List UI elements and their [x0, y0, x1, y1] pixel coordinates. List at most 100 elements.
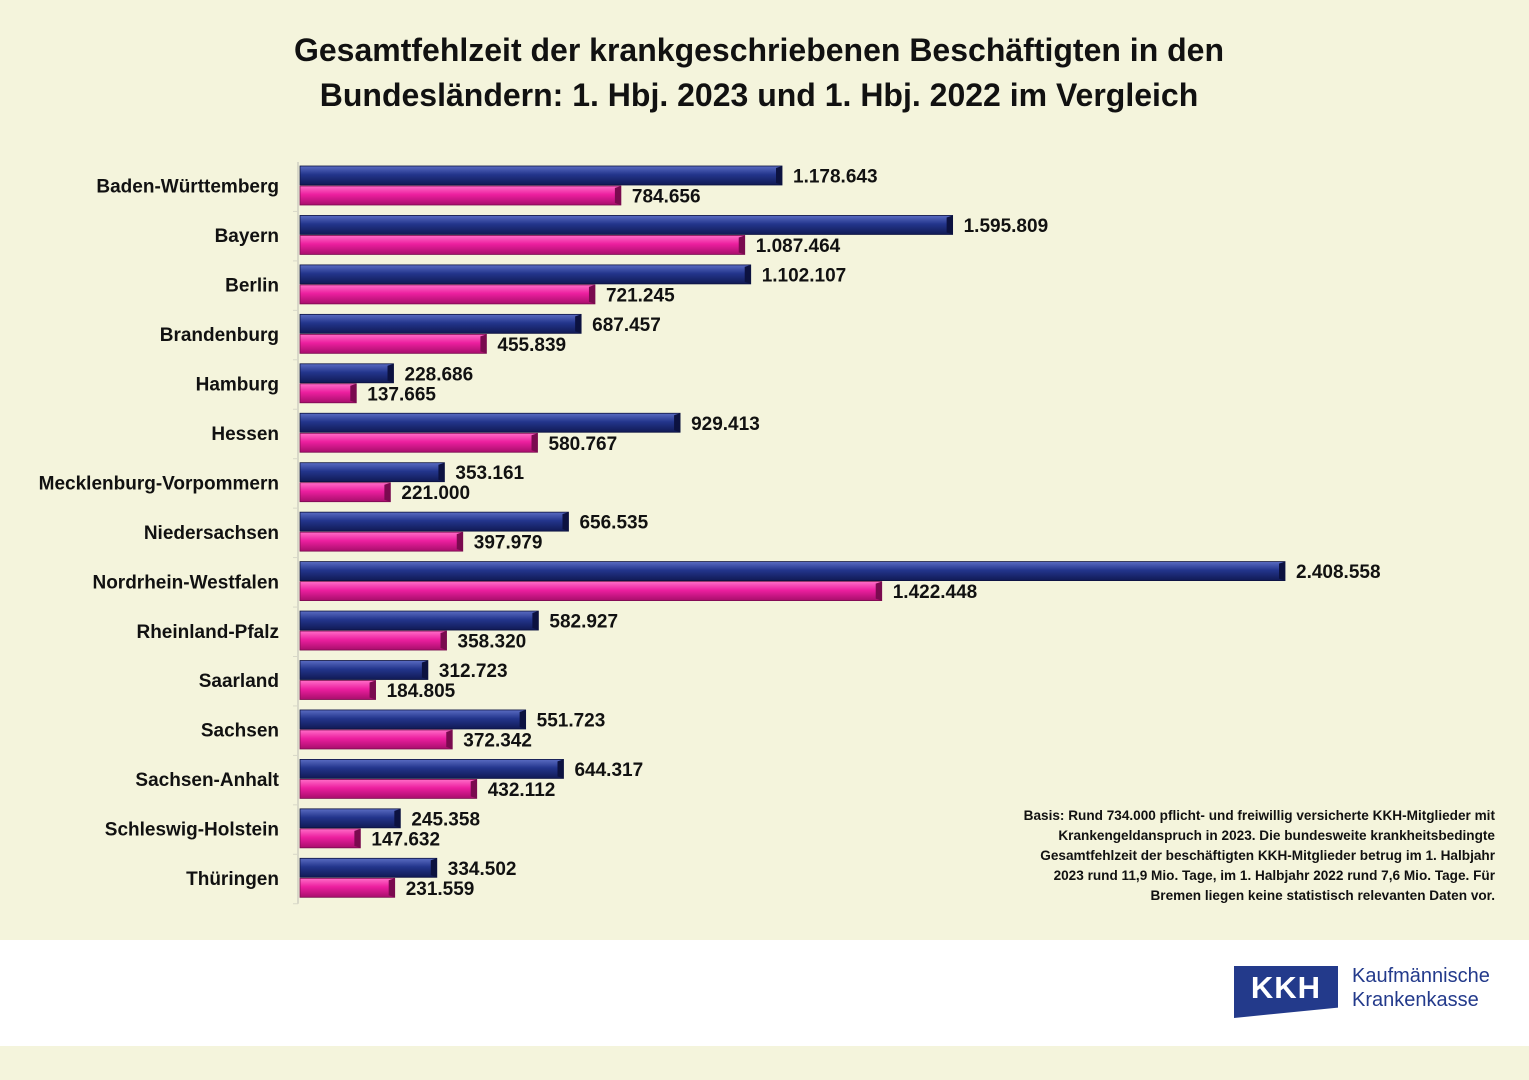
footnote-line: Basis: Rund 734.000 pflicht- und freiwil… — [1023, 808, 1495, 823]
bar-end-cap — [875, 581, 882, 601]
category-label: Berlin — [225, 276, 279, 297]
category-label: Schleswig-Holstein — [105, 820, 279, 841]
category-label: Thüringen — [186, 869, 279, 890]
data-label: 1.595.809 — [964, 216, 1049, 237]
bar-2022 — [299, 630, 447, 651]
bar-2023 — [299, 561, 1286, 581]
category-label: Bayern — [215, 226, 279, 247]
data-label: 721.245 — [606, 285, 675, 306]
data-label: 551.723 — [537, 710, 606, 731]
bar-end-cap — [519, 709, 526, 729]
data-label: 137.665 — [367, 384, 436, 405]
bar-end-cap — [614, 186, 621, 205]
bar-2023 — [299, 264, 752, 285]
data-label: 1.422.448 — [893, 582, 978, 603]
bar-2023 — [299, 313, 582, 334]
kkh-logo-badge: KKH — [1234, 966, 1338, 1018]
data-label: 432.112 — [488, 780, 556, 801]
category-label: Hessen — [211, 424, 279, 445]
data-label: 231.559 — [406, 879, 475, 900]
category-label: Sachsen-Anhalt — [135, 770, 279, 791]
bar-2023 — [299, 462, 445, 483]
category-label: Sachsen — [201, 721, 279, 742]
bar-end-cap — [354, 828, 361, 848]
bar-end-cap — [394, 808, 401, 828]
data-label: 372.342 — [463, 730, 532, 751]
chart-title: Gesamtfehlzeit der krankgeschriebenen Be… — [0, 28, 1518, 118]
bar-2022 — [299, 877, 396, 898]
data-label: 644.317 — [574, 760, 643, 781]
bar-end-cap — [738, 235, 745, 255]
bar-2023 — [299, 660, 429, 680]
bar-2022 — [299, 284, 596, 305]
bar-2023 — [299, 759, 564, 779]
data-label: 1.102.107 — [762, 265, 847, 286]
category-label: Brandenburg — [160, 325, 279, 346]
bar-2022 — [299, 383, 357, 404]
category-label: Baden-Württemberg — [96, 177, 279, 198]
bar-2023 — [299, 165, 783, 186]
chart-title-line-2: Bundesländern: 1. Hbj. 2023 und 1. Hbj. … — [319, 77, 1199, 113]
bar-2023 — [299, 215, 954, 235]
kkh-logo-line-2: Krankenkasse — [1352, 989, 1479, 1011]
bar-end-cap — [776, 166, 783, 185]
data-label: 1.178.643 — [793, 167, 878, 188]
chart-title-line-1: Gesamtfehlzeit der krankgeschriebenen Be… — [293, 32, 1225, 68]
bar-end-cap — [532, 611, 539, 631]
bar-2023 — [299, 412, 681, 433]
data-label: 353.161 — [455, 463, 524, 484]
kkh-logo: KKH Kaufmännische Krankenkasse — [1234, 962, 1514, 1022]
bar-2023 — [299, 709, 527, 730]
bar-end-cap — [557, 759, 564, 779]
data-label: 334.502 — [448, 859, 517, 880]
bar-end-cap — [562, 512, 569, 532]
category-label: Nordrhein-Westfalen — [92, 572, 279, 593]
footnote-line: Bremen liegen keine statistisch relevant… — [1150, 888, 1495, 903]
chart-panel — [0, 0, 1529, 940]
bar-2022 — [299, 581, 883, 601]
bar-end-cap — [387, 363, 394, 383]
data-label: 358.320 — [458, 632, 527, 653]
bar-end-cap — [388, 878, 395, 898]
bar-2022 — [299, 432, 538, 453]
bar-end-cap — [674, 413, 681, 433]
category-label: Rheinland-Pfalz — [136, 622, 279, 643]
footnote: Basis: Rund 734.000 pflicht- und freiwil… — [900, 806, 1495, 906]
data-label: 1.087.464 — [756, 236, 841, 257]
bar-end-cap — [456, 532, 463, 552]
bar-2023 — [299, 610, 539, 631]
bar-2022 — [299, 531, 464, 552]
data-label: 184.805 — [387, 681, 456, 702]
bar-2023 — [299, 808, 401, 829]
bar-chart: Baden-Württemberg 1.178.643 784.656 Bayern 1… — [39, 162, 1381, 905]
category-label: Niedersachsen — [144, 523, 279, 544]
bar-2023 — [299, 363, 394, 384]
bar-end-cap — [744, 264, 751, 284]
bar-2023 — [299, 857, 438, 878]
kkh-logo-badge-text: KKH — [1250, 970, 1322, 1005]
kkh-logo-line-1: Kaufmännische — [1352, 965, 1490, 987]
data-label: 228.686 — [405, 364, 474, 385]
bar-2022 — [299, 185, 622, 206]
data-label: 2.408.558 — [1296, 562, 1381, 583]
category-label: Hamburg — [196, 375, 279, 396]
bar-end-cap — [350, 383, 357, 403]
data-label: 221.000 — [401, 483, 470, 504]
data-label: 929.413 — [691, 414, 760, 435]
bar-end-cap — [384, 482, 391, 502]
bar-end-cap — [575, 314, 582, 334]
footnote-line: Krankengeldanspruch in 2023. Die bundesw… — [1058, 828, 1495, 843]
bar-end-cap — [1279, 561, 1285, 581]
bar-end-cap — [421, 660, 428, 680]
bar-end-cap — [369, 680, 376, 700]
category-label: Mecklenburg-Vorpommern — [39, 473, 279, 494]
bar-end-cap — [588, 284, 595, 304]
data-label: 784.656 — [632, 187, 701, 208]
bar-2022 — [299, 482, 391, 503]
bar-end-cap — [430, 858, 437, 878]
bar-end-cap — [946, 215, 953, 235]
data-label: 397.979 — [474, 533, 543, 554]
kkh-logo-wordmark: Kaufmännische Krankenkasse — [1352, 964, 1490, 1012]
bar-2022 — [299, 828, 361, 849]
bar-end-cap — [438, 462, 445, 482]
